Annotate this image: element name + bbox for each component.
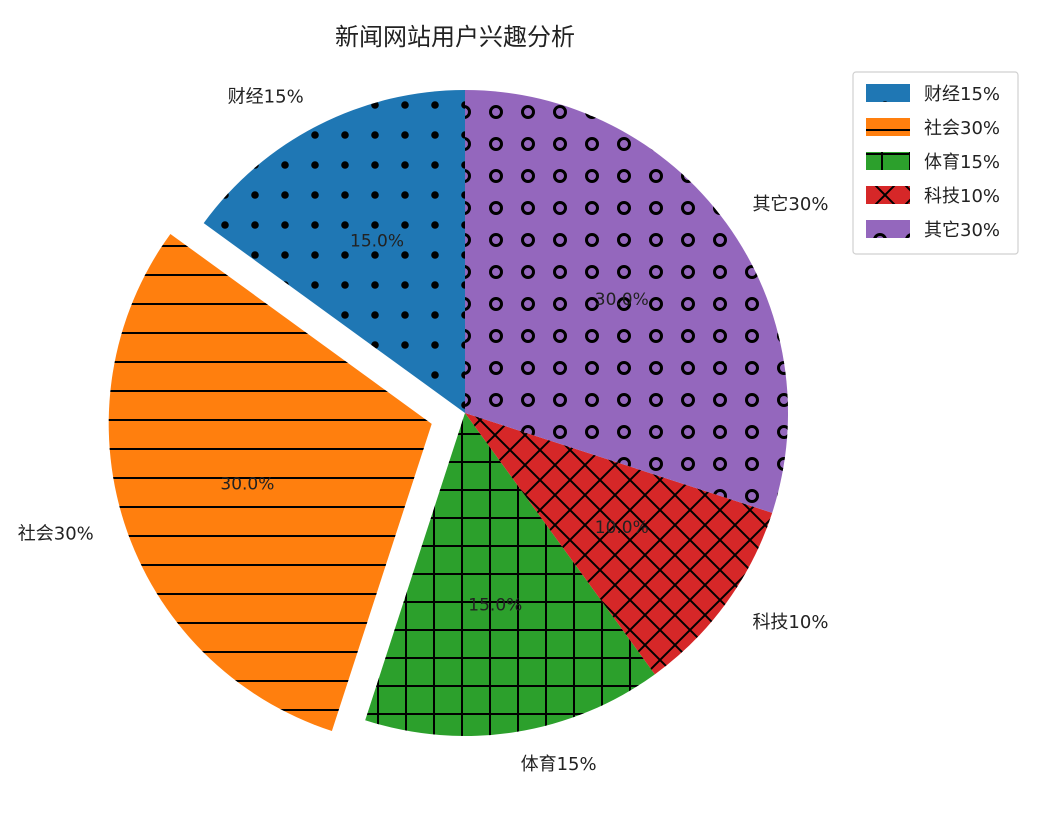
legend-swatch-hatch bbox=[866, 118, 910, 136]
pie-slice bbox=[465, 413, 773, 675]
legend-swatch-hatch bbox=[866, 220, 910, 238]
slice-hatch bbox=[465, 413, 773, 675]
legend: 财经15% 社会30% 体育15% 科技10% 其它30% bbox=[852, 71, 1019, 255]
legend-swatch-hatch bbox=[866, 152, 910, 170]
legend-swatch-hatch bbox=[866, 84, 910, 102]
slice-label: 财经15% bbox=[228, 86, 304, 107]
slice-hatch bbox=[465, 90, 789, 513]
slice-percentage: 30.0% bbox=[595, 290, 649, 310]
legend-label: 体育15% bbox=[924, 152, 1000, 173]
slice-label: 科技10% bbox=[752, 612, 828, 633]
pie-slice bbox=[365, 413, 655, 737]
legend-frame bbox=[852, 71, 1019, 255]
legend-swatch-hatch bbox=[866, 186, 910, 204]
pie-slice bbox=[203, 90, 466, 413]
pie-slices bbox=[108, 90, 789, 737]
legend-label: 科技10% bbox=[924, 186, 1000, 207]
legend-item: 科技10% bbox=[866, 186, 1000, 207]
legend-label: 其它30% bbox=[924, 220, 1000, 241]
pie-slice bbox=[465, 90, 789, 513]
chart-title: 新闻网站用户兴趣分析 bbox=[335, 23, 575, 51]
slice-label: 体育15% bbox=[521, 754, 597, 775]
slice-hatch bbox=[203, 90, 466, 413]
slice-percentage: 30.0% bbox=[220, 475, 274, 495]
pie-slice bbox=[108, 233, 432, 732]
slice-hatch bbox=[108, 233, 432, 732]
slice-percentage-labels: 15.0% 30.0% 15.0% 10.0% 30.0% bbox=[220, 231, 648, 615]
slice-hatch bbox=[365, 413, 655, 737]
slice-label: 其它30% bbox=[752, 194, 828, 215]
slice-outer-labels: 财经15% 社会30% 体育15% 科技10% 其它30% bbox=[18, 86, 829, 775]
legend-item: 财经15% bbox=[866, 84, 1000, 105]
slice-percentage: 15.0% bbox=[350, 231, 404, 251]
slice-label: 社会30% bbox=[18, 524, 94, 545]
legend-item: 社会30% bbox=[866, 118, 1000, 139]
legend-label: 社会30% bbox=[924, 118, 1000, 139]
slice-percentage: 10.0% bbox=[595, 518, 649, 538]
slice-percentage: 15.0% bbox=[468, 595, 522, 615]
legend-item: 其它30% bbox=[866, 220, 1000, 241]
legend-label: 财经15% bbox=[924, 84, 1000, 105]
legend-item: 体育15% bbox=[866, 152, 1000, 173]
